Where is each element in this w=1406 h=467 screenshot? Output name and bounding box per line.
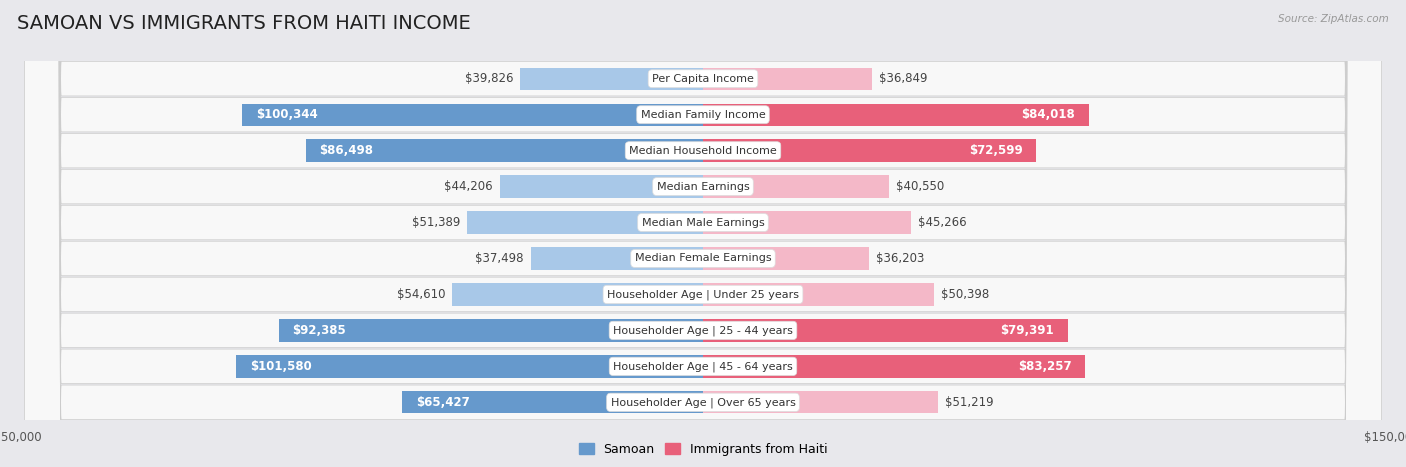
Bar	[703, 319, 1067, 341]
Text: Householder Age | Under 25 years: Householder Age | Under 25 years	[607, 289, 799, 300]
FancyBboxPatch shape	[24, 0, 1382, 467]
Text: $37,498: $37,498	[475, 252, 524, 265]
Text: $40,550: $40,550	[896, 180, 945, 193]
FancyBboxPatch shape	[24, 0, 1382, 467]
Text: $50,398: $50,398	[942, 288, 990, 301]
Bar	[501, 176, 703, 198]
Bar	[242, 104, 703, 126]
FancyBboxPatch shape	[24, 0, 1382, 467]
Bar	[236, 355, 703, 377]
FancyBboxPatch shape	[24, 0, 1382, 467]
Bar	[278, 319, 703, 341]
Text: $44,206: $44,206	[444, 180, 494, 193]
Text: Householder Age | 45 - 64 years: Householder Age | 45 - 64 years	[613, 361, 793, 372]
Bar	[520, 68, 703, 90]
Bar	[402, 391, 703, 413]
Text: $65,427: $65,427	[416, 396, 470, 409]
Text: $79,391: $79,391	[1000, 324, 1054, 337]
Bar	[703, 355, 1085, 377]
Text: $36,849: $36,849	[879, 72, 928, 85]
Text: Householder Age | Over 65 years: Householder Age | Over 65 years	[610, 397, 796, 408]
FancyBboxPatch shape	[24, 0, 1382, 467]
Bar	[531, 248, 703, 269]
Bar	[703, 140, 1036, 162]
FancyBboxPatch shape	[24, 0, 1382, 467]
Text: $86,498: $86,498	[319, 144, 374, 157]
Bar	[703, 283, 935, 305]
Text: Median Male Earnings: Median Male Earnings	[641, 218, 765, 227]
Text: SAMOAN VS IMMIGRANTS FROM HAITI INCOME: SAMOAN VS IMMIGRANTS FROM HAITI INCOME	[17, 14, 471, 33]
Bar	[703, 212, 911, 234]
Text: $101,580: $101,580	[250, 360, 312, 373]
Bar	[703, 68, 872, 90]
Bar	[703, 248, 869, 269]
Text: $100,344: $100,344	[256, 108, 318, 121]
Text: Per Capita Income: Per Capita Income	[652, 74, 754, 84]
Bar	[305, 140, 703, 162]
Text: $83,257: $83,257	[1018, 360, 1071, 373]
Legend: Samoan, Immigrants from Haiti: Samoan, Immigrants from Haiti	[574, 438, 832, 461]
Text: $45,266: $45,266	[918, 216, 966, 229]
Text: Median Household Income: Median Household Income	[628, 146, 778, 156]
FancyBboxPatch shape	[24, 0, 1382, 467]
FancyBboxPatch shape	[24, 0, 1382, 467]
Bar	[703, 176, 889, 198]
Text: $51,389: $51,389	[412, 216, 460, 229]
Bar	[703, 391, 938, 413]
Text: $54,610: $54,610	[396, 288, 446, 301]
Text: Householder Age | 25 - 44 years: Householder Age | 25 - 44 years	[613, 325, 793, 336]
Bar	[703, 104, 1088, 126]
Bar	[453, 283, 703, 305]
FancyBboxPatch shape	[24, 0, 1382, 467]
Text: Median Female Earnings: Median Female Earnings	[634, 254, 772, 263]
FancyBboxPatch shape	[24, 0, 1382, 467]
Text: $36,203: $36,203	[876, 252, 925, 265]
Text: $84,018: $84,018	[1021, 108, 1076, 121]
Text: $92,385: $92,385	[292, 324, 346, 337]
Text: Source: ZipAtlas.com: Source: ZipAtlas.com	[1278, 14, 1389, 24]
Text: $51,219: $51,219	[945, 396, 994, 409]
Text: Median Family Income: Median Family Income	[641, 110, 765, 120]
Text: $72,599: $72,599	[969, 144, 1022, 157]
Text: Median Earnings: Median Earnings	[657, 182, 749, 191]
Bar	[467, 212, 703, 234]
Text: $39,826: $39,826	[465, 72, 513, 85]
